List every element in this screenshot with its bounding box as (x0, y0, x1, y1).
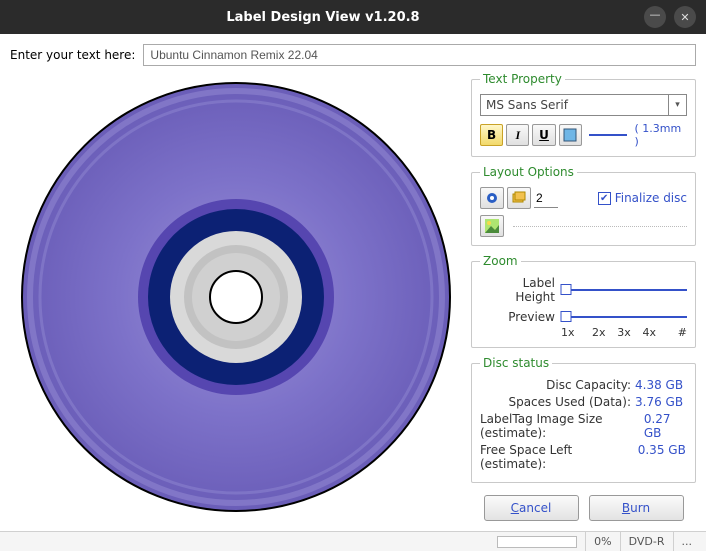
progress-bar (497, 536, 577, 548)
layout-options-group: Layout Options ✔ Finalize disc (471, 165, 696, 246)
zoom-group: Zoom Label Height Preview 1x 2x 3x (471, 254, 696, 348)
disc-preview-pane (10, 72, 461, 521)
text-color-line[interactable] (589, 134, 628, 136)
text-property-legend: Text Property (480, 72, 565, 86)
color-swatch-button[interactable] (559, 124, 582, 146)
layout-options-legend: Layout Options (480, 165, 577, 179)
disc-hole (210, 271, 262, 323)
status-progress (489, 532, 586, 551)
disc-status-group: Disc status Disc Capacity: 4.38 GB Space… (471, 356, 696, 483)
cancel-button[interactable]: Cancel (484, 495, 579, 521)
burn-button[interactable]: Burn (589, 495, 684, 521)
layout-gear-button[interactable] (480, 187, 504, 209)
disc-status-legend: Disc status (480, 356, 552, 370)
layout-stack-button[interactable] (507, 187, 531, 209)
tick-1x: 1x (561, 326, 586, 339)
zoom-legend: Zoom (480, 254, 521, 268)
checkbox-icon: ✔ (598, 192, 611, 205)
text-entry-label: Enter your text here: (10, 48, 135, 62)
tick-3x: 3x (611, 326, 636, 339)
underline-button[interactable]: U (532, 124, 555, 146)
font-dropdown-value: MS Sans Serif (481, 95, 668, 115)
line-thickness: ( 1.3mm ) (634, 122, 687, 148)
status-more[interactable]: ... (674, 532, 701, 551)
tick-hash: # (662, 326, 687, 339)
disc-preview (16, 77, 456, 517)
text-entry-row: Enter your text here: (10, 44, 696, 66)
status-capacity: Disc Capacity: 4.38 GB (480, 378, 687, 392)
layout-image-button[interactable] (480, 215, 504, 237)
preview-label: Preview (480, 310, 555, 324)
chevron-down-icon: ▾ (668, 95, 686, 115)
minimize-button[interactable]: — (644, 6, 666, 28)
window-title: Label Design View v1.20.8 (10, 10, 636, 25)
preview-ticks: 1x 2x 3x 4x # (561, 326, 687, 339)
status-free: Free Space Left (estimate): 0.35 GB (480, 443, 687, 471)
text-property-group: Text Property MS Sans Serif ▾ B I U ( 1.… (471, 72, 696, 157)
slider-thumb-icon (561, 284, 572, 295)
status-percent: 0% (586, 532, 620, 551)
action-buttons: Cancel Burn (471, 495, 696, 521)
layout-spinner[interactable] (534, 188, 558, 208)
slider-thumb-icon (561, 311, 572, 322)
text-entry-input[interactable] (143, 44, 696, 66)
tick-2x: 2x (586, 326, 611, 339)
finalize-label: Finalize disc (615, 191, 687, 205)
close-button[interactable]: ✕ (674, 6, 696, 28)
status-labeltag: LabelTag Image Size (estimate): 0.27 GB (480, 412, 687, 440)
status-media: DVD-R (621, 532, 674, 551)
status-bar: 0% DVD-R ... (0, 531, 706, 551)
label-height-label: Label Height (480, 276, 555, 304)
status-used: Spaces Used (Data): 3.76 GB (480, 395, 687, 409)
label-height-slider[interactable] (561, 289, 687, 291)
content-area: Enter your text here: (0, 34, 706, 531)
italic-button[interactable]: I (506, 124, 529, 146)
tick-4x: 4x (637, 326, 662, 339)
title-bar: Label Design View v1.20.8 — ✕ (0, 0, 706, 34)
font-dropdown[interactable]: MS Sans Serif ▾ (480, 94, 687, 116)
finalize-checkbox[interactable]: ✔ Finalize disc (598, 191, 687, 205)
right-pane: Text Property MS Sans Serif ▾ B I U ( 1.… (471, 72, 696, 521)
preview-slider[interactable] (561, 316, 687, 318)
bold-button[interactable]: B (480, 124, 503, 146)
